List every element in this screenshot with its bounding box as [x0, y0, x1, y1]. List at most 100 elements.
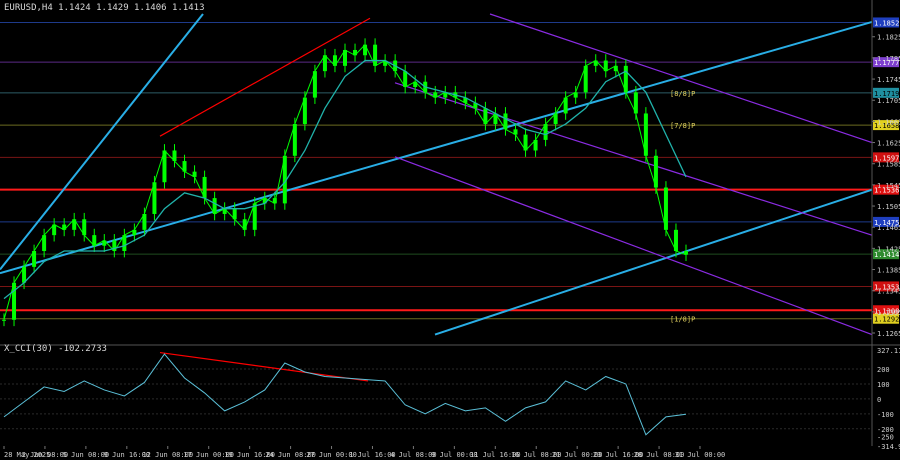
time-tick-label: 11 Jul 16:00 [470, 451, 521, 459]
candle-body [383, 60, 388, 66]
candle-body [353, 49, 358, 56]
level-tag-text: [1/8]P [670, 316, 695, 324]
candle-body [72, 219, 77, 230]
candle-body [42, 235, 47, 252]
channel-line [0, 13, 204, 271]
candle-body [673, 229, 678, 252]
price-tick-label: 1.1505 [877, 203, 900, 211]
candle-body [152, 182, 157, 214]
time-tick-label: 2 Jun 08:00 [22, 451, 68, 459]
candle-body [102, 240, 107, 246]
candle-body [222, 208, 227, 214]
price-pane: 1.1852 1.1777 1.1719 1.1658 1.1597 1.1536 1.14… [0, 13, 900, 346]
price-tick-label: 1.1585 [877, 161, 900, 169]
candle-body [262, 198, 267, 204]
cci-tick-label: 0 [877, 396, 881, 404]
level-tag: 1.1414 [874, 251, 899, 259]
time-tick-label: 19 Jun 16:00 [224, 451, 275, 459]
candle-body [483, 108, 488, 125]
time-tick-label: 4 Jul 08:00 [390, 451, 436, 459]
level-tag-bg [873, 281, 899, 292]
level-tag-bg [873, 184, 899, 195]
ma-line [3, 59, 687, 300]
candle-body [322, 55, 327, 72]
level-tag-bg [873, 87, 899, 98]
regression-line [489, 13, 873, 144]
price-tick-label: 1.1665 [877, 118, 900, 126]
candle-body [643, 113, 648, 156]
candle-body [272, 198, 277, 204]
price-line [3, 43, 687, 320]
level-tag-text: [8/8]P [670, 90, 695, 98]
cci-line [3, 353, 687, 436]
price-tick-label: 1.1265 [877, 330, 900, 338]
candle-body [82, 219, 87, 236]
candle-body [363, 44, 368, 56]
candle-body [403, 71, 408, 88]
price-tick-label: 1.1345 [877, 288, 900, 296]
candle-body [433, 92, 438, 98]
candle-body [212, 198, 217, 214]
time-tick-label: 9 Jun 16:00 [104, 451, 150, 459]
level-tag-bg [873, 249, 899, 260]
candle-body [202, 176, 207, 199]
candle-body [593, 60, 598, 66]
price-tick-label: 1.1465 [877, 224, 900, 232]
price-tick-label: 1.1625 [877, 140, 900, 148]
candle-body [603, 60, 608, 72]
cci-title: X_CCI(30) -102.2733 [4, 344, 107, 354]
candle-body [12, 282, 17, 320]
candle-body [242, 219, 247, 230]
level-tag: 1.1777 [874, 59, 899, 67]
candle-body [32, 251, 37, 267]
level-tag: 1.1353 [874, 283, 899, 291]
level-tag-bg [873, 17, 899, 28]
candle-body [563, 97, 568, 114]
candle-body [543, 124, 548, 140]
candle-body [332, 55, 337, 66]
candle-body [122, 235, 127, 252]
time-tick-label: 28 May 2025 [4, 451, 50, 459]
level-tag: 1.1536 [874, 187, 899, 195]
candle-body [373, 44, 378, 66]
candle-body [182, 161, 187, 172]
candle-body [573, 92, 578, 98]
candle-body [684, 251, 688, 255]
price-tick-label: 1.1305 [877, 309, 900, 317]
channel-line [0, 20, 873, 275]
time-tick-label: 31 Jul 00:00 [675, 451, 726, 459]
candle-body [553, 113, 558, 125]
candle-body [232, 208, 237, 220]
candle-body [623, 65, 628, 93]
candle-body [62, 224, 67, 230]
price-tick-label: 1.1545 [877, 182, 900, 190]
level-tag-bg [873, 152, 899, 163]
cci-divergence-line [159, 351, 369, 382]
cci-tick-label: -314.976 [877, 443, 900, 451]
candle-body [52, 224, 57, 236]
price-tick-label: 1.1425 [877, 245, 900, 253]
cci-tick-label: -100 [877, 411, 894, 419]
candle-body [2, 319, 6, 321]
cci-tick-label: -250 [877, 433, 894, 441]
candle-body [172, 150, 177, 162]
level-tag: 1.1308 [874, 307, 899, 315]
candle-body [312, 71, 317, 98]
time-tick-label: 9 Jul 00:00 [431, 451, 477, 459]
price-tick-label: 1.1705 [877, 97, 900, 105]
candle-body [343, 49, 347, 66]
candle-body [192, 171, 197, 177]
time-tick-label: 12 Jun 08:00 [142, 451, 193, 459]
time-tick-label: 23 Jul 16:00 [593, 451, 644, 459]
level-tag: 1.1292 [874, 316, 899, 324]
candle-body [513, 129, 518, 135]
cci-tick-label: -200 [877, 426, 894, 434]
red-trend-line [159, 17, 371, 137]
time-tick-label: 27 Jun 00:00 [306, 451, 357, 459]
candle-body [503, 113, 508, 130]
candle-body [443, 92, 448, 98]
time-tick-label: 16 Jul 08:00 [511, 451, 562, 459]
cci-tick-label: 200 [877, 366, 890, 374]
cci-tick-label: 100 [877, 381, 890, 389]
candle-body [162, 150, 167, 183]
